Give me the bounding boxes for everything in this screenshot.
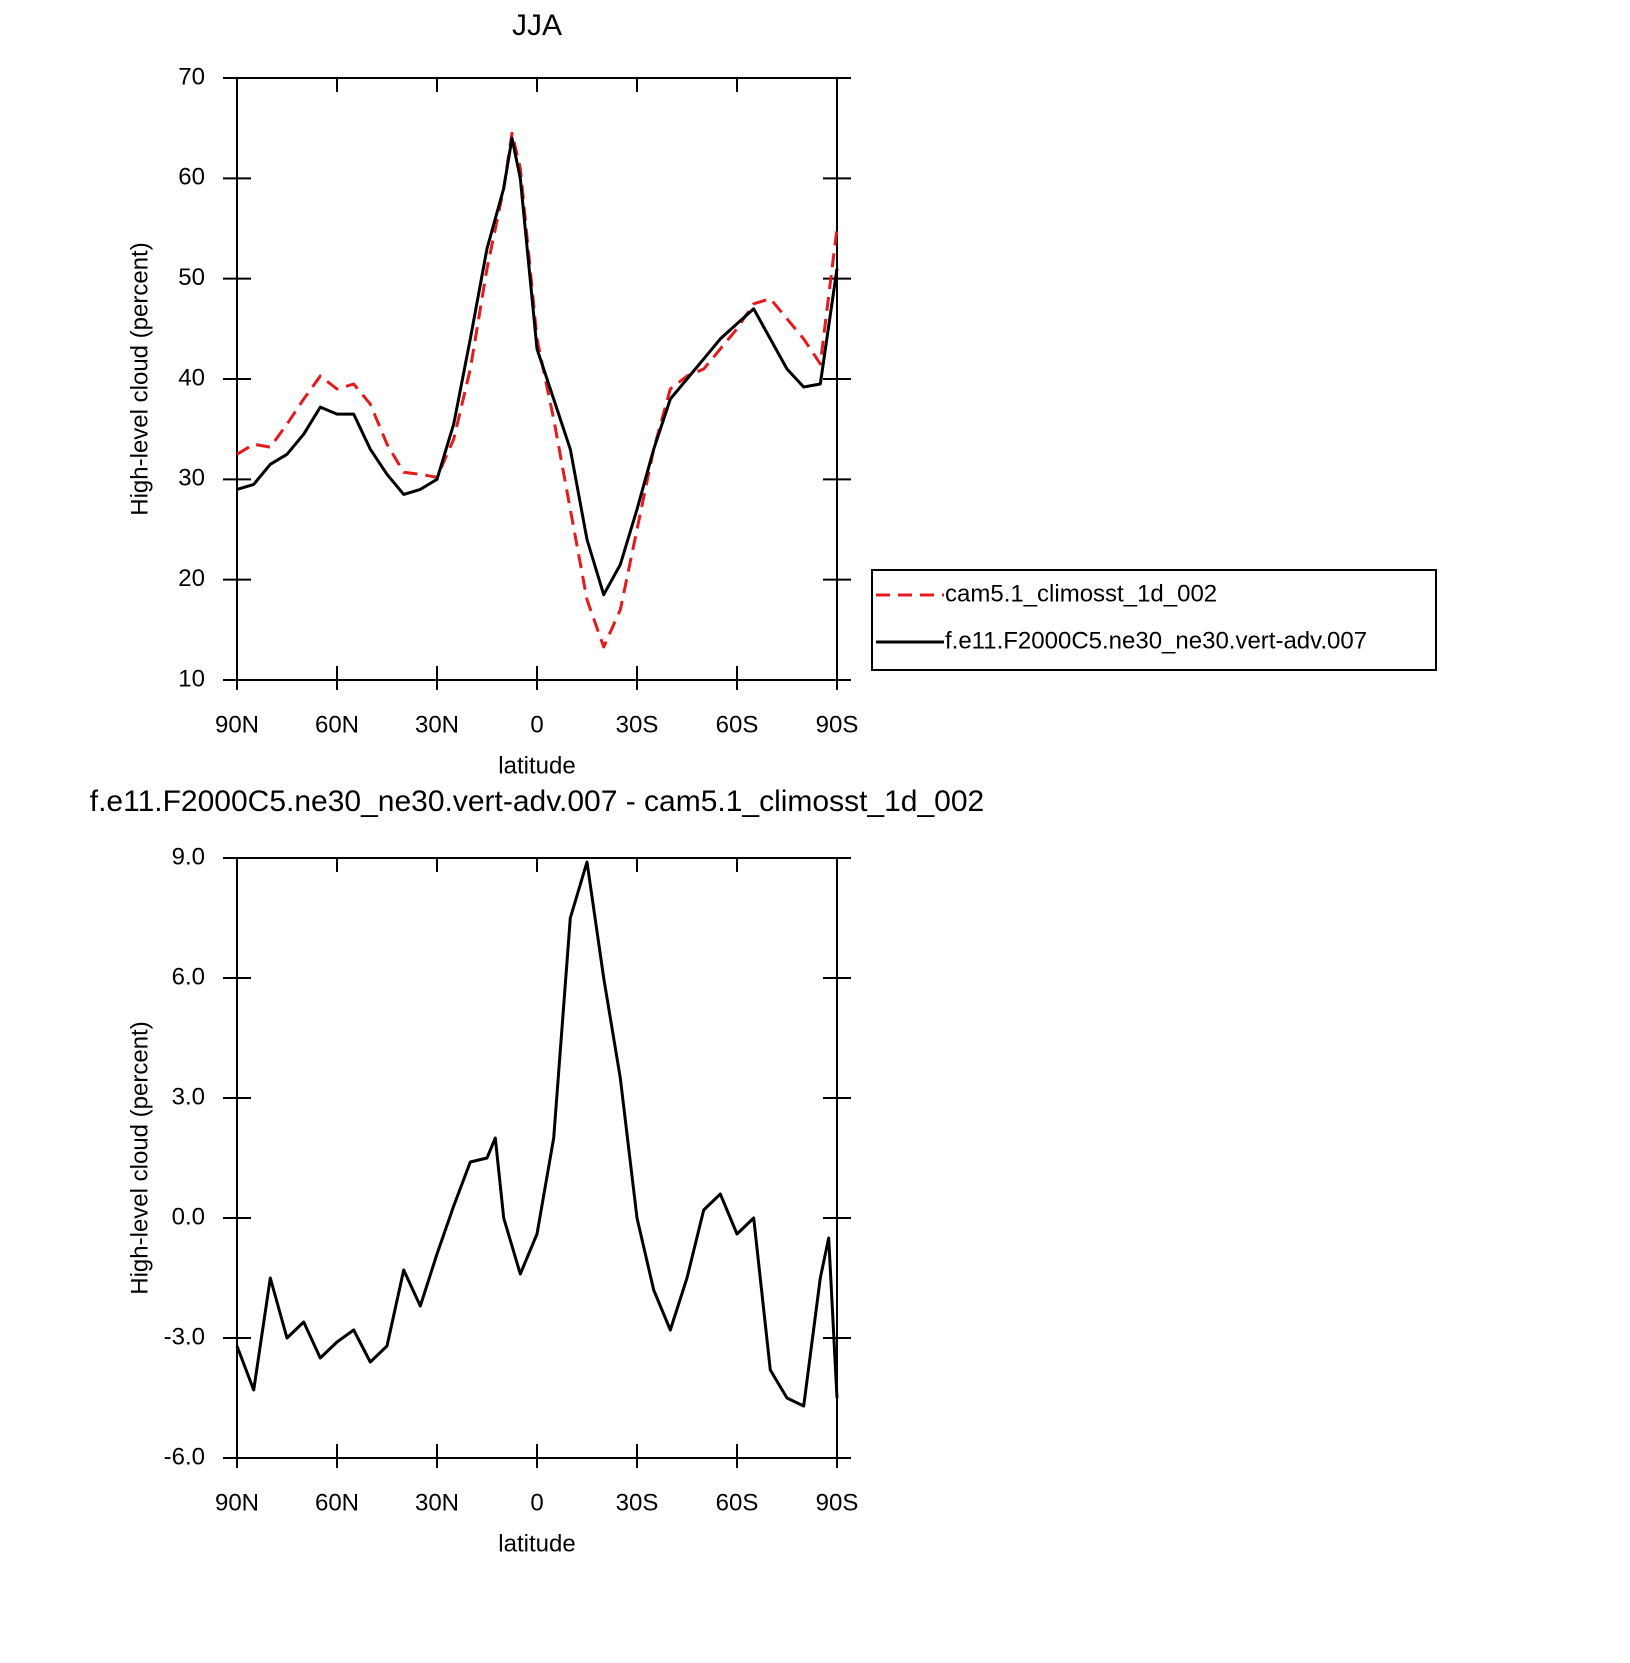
y-tick-label: 3.0 — [172, 1083, 205, 1110]
x-tick-label: 30S — [616, 711, 659, 738]
chart-title: JJA — [512, 9, 562, 42]
y-tick-label: 40 — [178, 364, 205, 391]
legend-label: f.e11.F2000C5.ne30_ne30.vert-adv.007 — [945, 627, 1367, 654]
x-axis-label: latitude — [498, 752, 575, 779]
x-tick-label: 30S — [616, 1489, 659, 1516]
x-tick-label: 0 — [530, 1489, 543, 1516]
x-tick-label: 90S — [816, 1489, 859, 1516]
y-axis-label: High-level cloud (percent) — [126, 1021, 153, 1294]
x-tick-label: 30N — [415, 711, 459, 738]
y-tick-label: 10 — [178, 665, 205, 692]
y-axis-label: High-level cloud (percent) — [126, 242, 153, 515]
x-tick-label: 90S — [816, 711, 859, 738]
legend-label: cam5.1_climosst_1d_002 — [945, 580, 1217, 607]
series-line — [235, 860, 839, 1408]
x-tick-label: 90N — [215, 711, 259, 738]
series-line — [236, 131, 839, 649]
plot-frame — [236, 77, 838, 681]
x-tick-label: 60N — [315, 711, 359, 738]
series-line — [236, 136, 839, 597]
x-tick-label: 60S — [716, 711, 759, 738]
y-tick-label: 50 — [178, 264, 205, 291]
chart-title: f.e11.F2000C5.ne30_ne30.vert-adv.007 - c… — [90, 785, 984, 818]
y-tick-label: 30 — [178, 465, 205, 492]
y-tick-label: -3.0 — [164, 1323, 205, 1350]
x-tick-label: 0 — [530, 711, 543, 738]
legend-box — [871, 569, 1437, 671]
x-tick-label: 60N — [315, 1489, 359, 1516]
x-axis-label: latitude — [498, 1530, 575, 1557]
y-tick-label: 6.0 — [172, 963, 205, 990]
y-tick-label: -6.0 — [164, 1443, 205, 1470]
y-tick-label: 9.0 — [172, 843, 205, 870]
plot-frame — [236, 857, 838, 1459]
y-tick-label: 20 — [178, 565, 205, 592]
y-tick-label: 60 — [178, 164, 205, 191]
x-tick-label: 30N — [415, 1489, 459, 1516]
x-tick-label: 90N — [215, 1489, 259, 1516]
y-tick-label: 70 — [178, 63, 205, 90]
y-tick-label: 0.0 — [172, 1203, 205, 1230]
x-tick-label: 60S — [716, 1489, 759, 1516]
